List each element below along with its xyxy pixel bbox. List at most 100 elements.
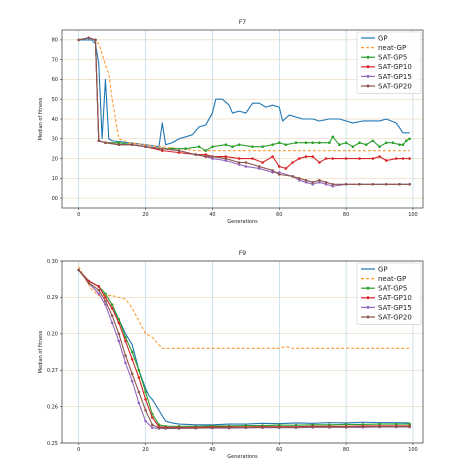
data-point (224, 157, 228, 160)
data-point (251, 145, 254, 148)
data-point (284, 143, 288, 147)
x-tick-label: 20 (142, 447, 148, 453)
data-point (271, 171, 274, 174)
legend-label: neat-GP (378, 44, 406, 52)
plot-frame (61, 260, 424, 444)
x-tick-label: 80 (343, 212, 349, 218)
legend-label: SAT-GP10 (378, 63, 412, 71)
data-point (224, 143, 228, 147)
data-point (150, 423, 154, 427)
data-point (311, 141, 314, 145)
y-axis-label: Median of fitness (38, 330, 44, 373)
data-point (104, 141, 107, 145)
data-point (257, 165, 261, 168)
data-point (231, 145, 234, 148)
data-point (211, 155, 214, 158)
x-tick-label: 40 (209, 212, 215, 218)
series-line-gp (78, 39, 410, 148)
data-point (251, 157, 254, 160)
data-point (117, 143, 121, 147)
legend-label: SAT-GP20 (378, 82, 412, 90)
data-point (408, 422, 411, 426)
data-point (277, 426, 281, 429)
data-point (291, 175, 294, 178)
legend-label: SAT-GP5 (378, 285, 407, 293)
y-tick-label: 40 (52, 117, 58, 123)
y-tick-label: 0.27 (47, 368, 58, 374)
data-point (344, 182, 348, 186)
legend-label: SAT-GP20 (378, 313, 412, 321)
legend-marker (366, 84, 370, 88)
x-tick-label: 100 (408, 447, 418, 453)
data-point (378, 425, 381, 428)
x-tick-label: 0 (77, 447, 80, 453)
data-point (160, 147, 164, 150)
data-point (97, 139, 101, 143)
data-point (211, 145, 214, 148)
chart-f7: F7 0 20 40 60 80 100 00 10 20 30 40 50 60 70 80 Generati… (38, 19, 424, 225)
data-point (404, 139, 408, 143)
data-point (77, 268, 81, 272)
data-point (164, 426, 167, 430)
data-point (277, 173, 281, 176)
data-point (328, 141, 331, 145)
legend-label: neat-GP (378, 275, 406, 283)
chart-title: F7 (239, 19, 246, 26)
data-point (244, 161, 248, 164)
y-tick-label: 80 (52, 38, 58, 44)
data-point (137, 376, 141, 379)
data-point (324, 180, 328, 184)
legend-label: GP (378, 34, 388, 42)
data-point (77, 38, 81, 42)
data-point (160, 149, 164, 152)
data-point (137, 390, 141, 394)
y-tick-label: 0.30 (47, 259, 58, 265)
data-point (224, 155, 228, 158)
data-point (204, 153, 208, 156)
y-tick-label: 0.20 (47, 332, 58, 338)
data-point (104, 296, 107, 299)
series-line-sat-gp5 (78, 269, 410, 427)
data-point (110, 314, 114, 317)
data-point (237, 157, 241, 160)
data-point (408, 137, 411, 141)
data-point (117, 339, 121, 343)
data-point (211, 157, 214, 160)
data-point (110, 307, 114, 310)
data-point (237, 163, 241, 166)
data-point (358, 141, 361, 145)
legend-label: GP (378, 265, 388, 273)
data-point (324, 157, 328, 160)
data-point (137, 368, 141, 372)
data-point (401, 143, 405, 147)
legend-label: SAT-GP15 (378, 304, 412, 312)
data-point (331, 184, 335, 188)
data-point (351, 145, 355, 148)
series-line-sat-gp20 (78, 37, 410, 185)
data-point (261, 161, 264, 164)
data-point (204, 155, 208, 158)
y-axis-label: Median of fitness (38, 97, 44, 140)
data-point (117, 141, 121, 145)
data-point (324, 182, 328, 186)
data-point (398, 143, 401, 147)
data-point (408, 157, 411, 160)
data-point (378, 422, 381, 426)
data-point (194, 426, 198, 430)
data-point (110, 303, 114, 306)
legend-marker (366, 74, 370, 78)
data-point (224, 159, 228, 162)
data-point (298, 179, 301, 182)
data-point (311, 155, 314, 158)
data-point (194, 153, 198, 156)
data-point (298, 157, 301, 160)
data-point (291, 161, 294, 164)
data-point (384, 141, 388, 145)
data-point (97, 292, 101, 296)
data-point (408, 182, 411, 186)
data-point (361, 425, 365, 428)
y-tick-label: 00 (52, 196, 58, 202)
data-point (271, 169, 274, 172)
data-point (338, 143, 341, 147)
data-point (227, 426, 231, 430)
